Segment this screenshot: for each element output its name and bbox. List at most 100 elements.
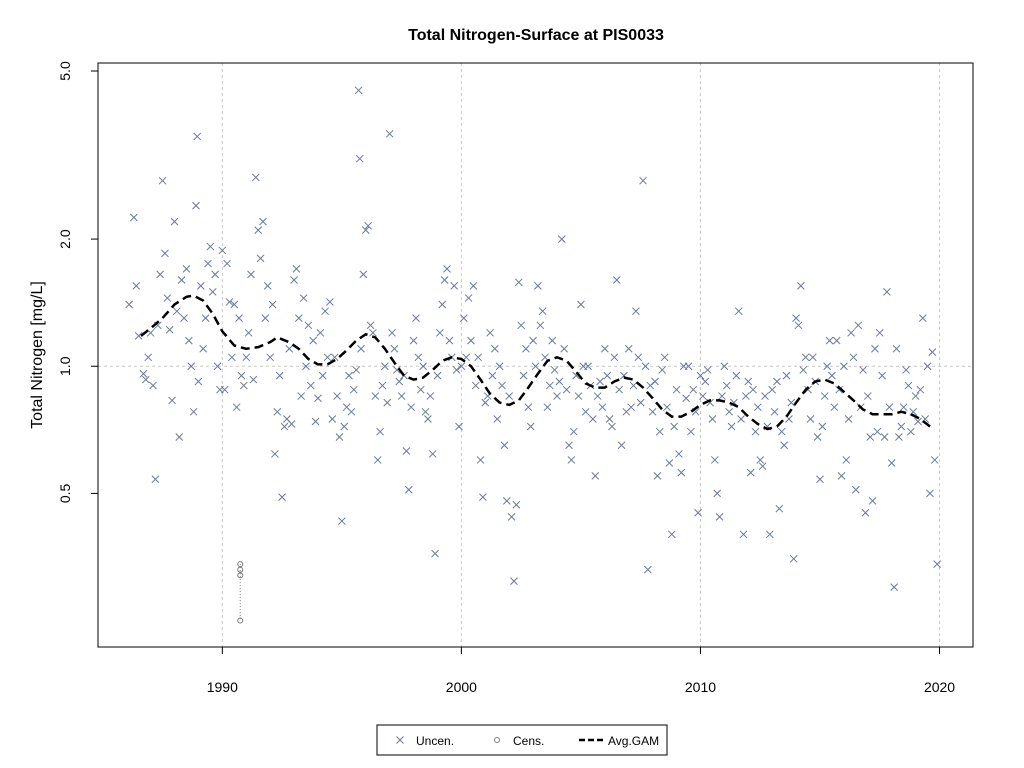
data-point-uncensored-137 [452, 366, 461, 374]
data-point-uncensored-69 [292, 265, 301, 273]
data-point-uncensored-242 [703, 366, 712, 374]
data-point-uncensored-79 [316, 328, 325, 337]
data-point-uncensored-98 [359, 270, 368, 279]
data-point-uncensored-85 [330, 353, 339, 362]
data-point-uncensored-23 [184, 336, 193, 345]
legend-item-uncensored: Uncen. [396, 734, 454, 748]
data-point-uncensored-183 [562, 385, 571, 394]
data-point-uncensored-122 [416, 385, 425, 394]
data-point-uncensored-317 [883, 288, 891, 296]
data-point-uncensored-110 [388, 328, 396, 337]
data-point-uncensored-9 [151, 475, 160, 484]
data-point-uncensored-7 [146, 328, 155, 337]
data-point-uncensored-320 [890, 583, 898, 591]
x-axis: 1990 2000 2010 2020 [207, 646, 955, 695]
data-point-uncensored-240 [698, 392, 707, 400]
data-point-uncensored-72 [299, 294, 308, 302]
data-point-uncensored-106 [378, 381, 387, 390]
data-point-uncensored-203 [610, 353, 619, 362]
data-point-uncensored-2 [132, 281, 141, 290]
data-point-uncensored-280 [794, 321, 803, 330]
data-point-uncensored-313 [873, 427, 882, 436]
data-point-uncensored-244 [708, 415, 717, 423]
data-point-uncensored-302 [847, 328, 855, 337]
data-point-uncensored-16 [168, 396, 176, 405]
data-point-uncensored-303 [849, 353, 858, 362]
data-point-uncensored-217 [644, 565, 652, 574]
data-point-uncensored-295 [830, 403, 839, 412]
data-point-uncensored-164 [517, 321, 526, 330]
data-point-uncensored-238 [694, 508, 702, 517]
data-point-uncensored-204 [612, 276, 621, 284]
data-point-uncensored-321 [892, 344, 901, 353]
data-point-uncensored-249 [720, 362, 729, 371]
grid-lines [221, 63, 941, 647]
data-point-uncensored-18 [173, 307, 181, 316]
x-tick-label-0: 1990 [207, 679, 238, 695]
data-point-uncensored-199 [600, 344, 609, 353]
data-point-uncensored-265 [758, 462, 767, 471]
data-point-uncensored-220 [651, 377, 659, 386]
data-point-uncensored-118 [407, 403, 416, 412]
data-point-uncensored-112 [392, 366, 401, 374]
data-point-uncensored-77 [311, 417, 320, 426]
data-point-uncensored-318 [885, 403, 894, 412]
data-point-uncensored-19 [175, 433, 184, 441]
data-point-uncensored-219 [648, 407, 657, 416]
data-point-uncensored-270 [770, 407, 779, 416]
data-point-uncensored-226 [665, 459, 674, 467]
data-point-uncensored-184 [565, 441, 573, 450]
data-point-uncensored-301 [844, 415, 853, 423]
data-point-uncensored-56 [261, 314, 270, 322]
data-point-uncensored-116 [402, 447, 411, 455]
data-point-uncensored-99 [361, 226, 370, 234]
data-point-uncensored-104 [373, 456, 382, 464]
data-point-uncensored-12 [158, 176, 167, 185]
data-point-uncensored-60 [271, 450, 279, 458]
data-point-uncensored-43 [230, 300, 239, 309]
data-point-uncensored-245 [710, 456, 719, 464]
data-point-uncensored-297 [835, 385, 843, 394]
legend-item-avg-gam: Avg.GAM [579, 734, 659, 748]
data-point-uncensored-21 [180, 314, 188, 322]
x-tick-label-1: 2000 [446, 679, 477, 695]
data-point-uncensored-143 [467, 336, 475, 345]
data-point-uncensored-268 [765, 530, 774, 539]
data-point-uncensored-95 [354, 86, 363, 95]
data-point-uncensored-338 [933, 560, 941, 568]
data-point-uncensored-239 [696, 371, 705, 380]
data-point-uncensored-296 [832, 336, 841, 345]
legend-uncensored-marker [396, 736, 404, 744]
data-point-uncensored-129 [433, 371, 442, 380]
data-point-censored-1 [237, 566, 244, 573]
data-point-uncensored-305 [854, 321, 863, 330]
data-point-uncensored-8 [149, 381, 157, 390]
data-point-uncensored-140 [459, 314, 468, 322]
data-point-uncensored-259 [744, 377, 753, 386]
data-point-uncensored-212 [632, 307, 640, 316]
data-point-uncensored-288 [813, 433, 822, 441]
data-point-uncensored-66 [285, 344, 294, 353]
data-point-uncensored-76 [309, 336, 318, 345]
data-point-uncensored-326 [904, 381, 913, 390]
series-avg-gam [140, 294, 931, 431]
data-point-uncensored-221 [653, 472, 662, 480]
data-point-uncensored-127 [428, 450, 437, 458]
data-point-uncensored-123 [419, 362, 427, 371]
data-point-uncensored-185 [567, 456, 576, 464]
data-point-uncensored-57 [263, 281, 272, 290]
data-point-uncensored-1 [130, 213, 138, 222]
data-point-uncensored-105 [376, 427, 384, 436]
data-point-uncensored-200 [603, 371, 612, 380]
data-point-uncensored-260 [746, 468, 755, 477]
x-tick-label-3: 2020 [924, 679, 955, 695]
data-point-uncensored-44 [232, 403, 241, 412]
data-point-uncensored-45 [235, 314, 243, 322]
data-point-uncensored-228 [670, 422, 679, 431]
data-point-uncensored-91 [345, 371, 353, 380]
data-point-uncensored-109 [385, 129, 394, 138]
data-point-uncensored-169 [529, 336, 537, 345]
y-tick-label-2: 2.0 [57, 229, 73, 249]
data-point-uncensored-290 [818, 422, 827, 431]
data-point-uncensored-283 [801, 353, 810, 362]
